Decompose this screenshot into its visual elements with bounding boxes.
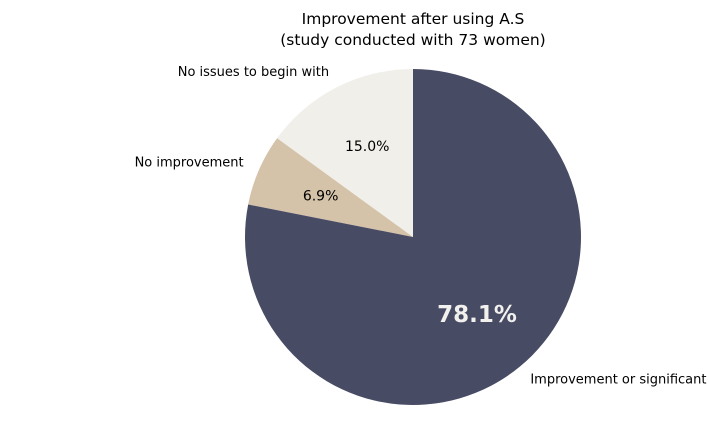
pie-slice-2: [245, 69, 581, 406]
chart-title-line-1: Improvement after using A.S: [302, 10, 525, 28]
pie-category-label-2: Improvement or significant improvement: [530, 372, 709, 387]
pie-labels: No issues to begin with 15.0% No improveme…: [135, 65, 709, 387]
pie-slice-1: [248, 138, 413, 237]
pie-percent-label-1: 6.9%: [303, 189, 339, 205]
pie-slice-0: [277, 69, 413, 237]
pie-category-label-0: No issues to begin with: [178, 65, 329, 80]
pie-slices: [245, 69, 581, 406]
pie-percent-label-0: 15.0%: [345, 139, 389, 155]
pie-category-label-1: No improvement: [135, 156, 244, 171]
pie-percent-label-2: 78.1%: [437, 302, 517, 328]
chart-title-line-2: (study conducted with 73 women): [280, 31, 545, 49]
